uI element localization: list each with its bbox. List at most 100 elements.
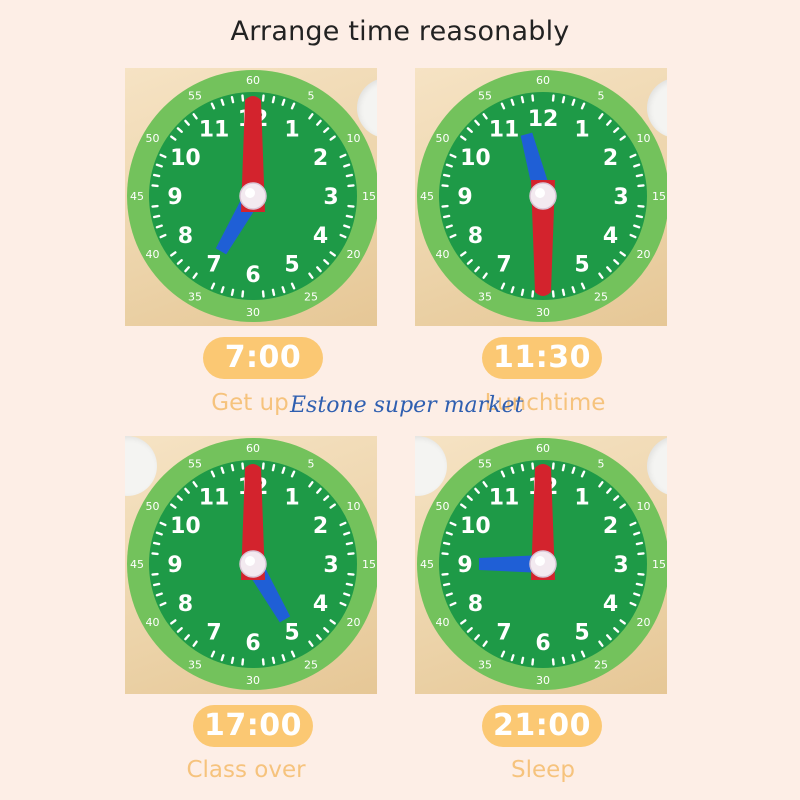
knob-highlight (245, 188, 255, 198)
dial-number: 10 (460, 146, 491, 171)
dial-number: 10 (170, 514, 201, 539)
watermark: Estone super market (290, 393, 524, 418)
minute-tick (510, 286, 515, 294)
dial-number: 2 (603, 146, 618, 171)
ring-number: 45 (130, 558, 144, 571)
clock-face: 60510152025303540455055121234567891011 (127, 70, 377, 322)
minute-tick (220, 286, 225, 294)
dial-number: 9 (167, 553, 182, 578)
clock-face: 60510152025303540455055121234567891011 (127, 438, 377, 690)
minute-tick (443, 173, 451, 178)
dial-number: 3 (323, 185, 338, 210)
minute-tick (449, 521, 457, 527)
ring-number: 45 (420, 190, 434, 203)
minute-tick (606, 119, 612, 126)
minute-tick (449, 233, 457, 239)
minute-tick (460, 251, 467, 257)
minute-tick (551, 462, 555, 470)
minute-tick (159, 233, 167, 239)
minute-tick (482, 113, 488, 120)
minute-tick (637, 204, 645, 208)
minute-tick (290, 282, 296, 290)
minute-tick (176, 495, 183, 501)
minute-tick (155, 224, 163, 229)
dial-number: 2 (313, 514, 328, 539)
ring-number: 55 (478, 90, 492, 103)
minute-tick (460, 503, 467, 509)
minute-tick (271, 288, 276, 296)
minute-tick (151, 572, 159, 576)
minute-tick (184, 634, 190, 641)
dial-number: 4 (313, 592, 328, 617)
minute-tick (443, 214, 451, 219)
minute-tick (329, 619, 336, 625)
dial-number: 8 (178, 224, 193, 249)
minute-tick (474, 634, 480, 641)
minute-tick (474, 119, 480, 126)
minute-tick (230, 464, 235, 472)
minute-tick (598, 113, 604, 120)
clock-photo-sleep: 60510152025303540455055121234567891011 (415, 436, 667, 694)
minute-tick (345, 173, 353, 178)
minute-tick (637, 552, 645, 556)
ring-number: 10 (636, 132, 650, 145)
minute-tick (339, 521, 347, 527)
minute-tick (561, 656, 566, 664)
minute-tick (308, 113, 314, 120)
ring-number: 35 (478, 290, 492, 303)
minute-tick (155, 531, 163, 536)
minute-tick (192, 272, 198, 279)
minute-tick (482, 272, 488, 279)
minute-tick (635, 214, 643, 219)
ring-number: 55 (188, 90, 202, 103)
ring-number: 60 (246, 74, 260, 87)
minute-tick (460, 619, 467, 625)
minute-tick (170, 251, 177, 257)
minute-tick (347, 204, 355, 208)
dial-number: 8 (178, 592, 193, 617)
dial-number: 4 (313, 224, 328, 249)
dial-number: 4 (603, 224, 618, 249)
minute-tick (441, 204, 449, 208)
minute-tick (329, 135, 336, 141)
minute-tick (153, 582, 161, 587)
minute-tick (445, 592, 453, 597)
ring-number: 15 (652, 558, 666, 571)
minute-tick (474, 487, 480, 494)
hour-hand (479, 555, 543, 573)
minute-tick (153, 173, 161, 178)
minute-tick (443, 582, 451, 587)
minute-tick (153, 214, 161, 219)
minute-tick (466, 259, 473, 265)
minute-tick (176, 259, 183, 265)
dial-number: 9 (457, 185, 472, 210)
minute-tick (192, 640, 198, 647)
minute-tick (281, 286, 286, 294)
ring-number: 50 (436, 500, 450, 513)
dial-number: 5 (574, 621, 589, 646)
minute-tick (633, 224, 641, 229)
minute-tick (230, 288, 235, 296)
minute-hand (241, 96, 265, 212)
minute-hand (531, 180, 555, 296)
page-title: Arrange time reasonably (230, 16, 570, 47)
minute-tick (629, 601, 637, 607)
ring-number: 5 (308, 458, 315, 471)
minute-tick (184, 266, 190, 273)
minute-tick (230, 656, 235, 664)
ring-number: 20 (636, 616, 650, 629)
minute-tick (460, 135, 467, 141)
minute-tick (347, 572, 355, 576)
dial-number: 1 (574, 117, 589, 142)
minute-tick (176, 627, 183, 633)
wood-notch (357, 78, 377, 138)
minute-tick (551, 290, 555, 298)
minute-tick (606, 634, 612, 641)
ring-number: 30 (536, 674, 550, 687)
minute-tick (339, 233, 347, 239)
minute-tick (176, 127, 183, 133)
ring-number: 10 (636, 500, 650, 513)
time-label-class-over: 17:00 (193, 705, 313, 747)
ring-number: 5 (598, 90, 605, 103)
minute-tick (449, 153, 457, 159)
